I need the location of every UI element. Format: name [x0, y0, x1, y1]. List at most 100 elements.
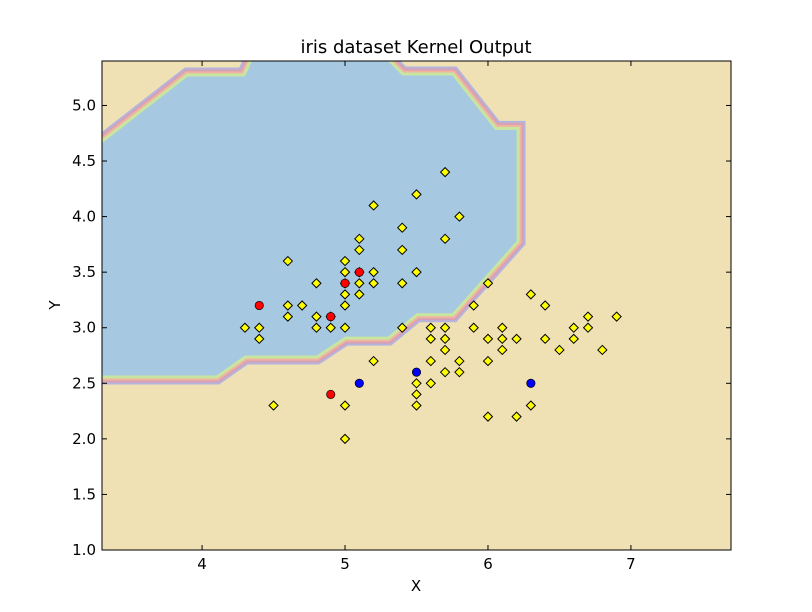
data-point-diamond — [339, 255, 351, 267]
data-point-circle — [526, 378, 536, 388]
data-point-diamond — [582, 322, 594, 333]
y-tick-label: 4.5 — [72, 152, 96, 170]
data-point-diamond — [254, 322, 265, 333]
data-point-diamond — [354, 289, 365, 300]
data-point-diamond — [411, 389, 422, 400]
data-point-diamond — [539, 333, 551, 345]
data-point-diamond — [439, 344, 451, 356]
data-point-diamond — [339, 400, 351, 411]
x-tick-label: 6 — [483, 555, 493, 573]
y-tick-label: 4.0 — [72, 208, 96, 226]
data-point-diamond — [439, 366, 451, 378]
data-point-diamond — [597, 344, 608, 356]
data-point-circle — [254, 300, 264, 311]
data-point-diamond — [454, 366, 465, 378]
data-point-diamond — [354, 233, 365, 245]
x-axis-label: X — [411, 577, 421, 595]
data-point-diamond — [425, 378, 437, 389]
data-point-diamond — [511, 333, 522, 345]
data-point-diamond — [425, 333, 437, 345]
data-point-diamond — [282, 311, 294, 322]
data-point-diamond — [454, 355, 465, 367]
chart-title: iris dataset Kernel Output — [300, 37, 531, 58]
data-point-diamond — [525, 289, 537, 300]
data-point-diamond — [311, 322, 322, 333]
data-point-diamond — [282, 300, 294, 311]
data-point-diamond — [325, 322, 336, 333]
data-point-diamond — [396, 222, 408, 233]
x-axis: 4 5 6 7 — [197, 61, 636, 573]
data-point-diamond — [425, 355, 437, 367]
data-point-diamond — [268, 400, 279, 411]
data-point-diamond — [482, 278, 494, 289]
data-point-diamond — [539, 300, 551, 311]
data-point-diamond — [468, 300, 479, 311]
data-point-diamond — [396, 322, 408, 333]
data-point-diamond — [497, 333, 508, 345]
data-point-diamond — [454, 211, 465, 222]
y-tick-label: 2.0 — [72, 430, 96, 448]
data-point-diamond — [311, 278, 322, 289]
data-points — [239, 166, 622, 445]
data-point-diamond — [368, 278, 379, 289]
data-point-diamond — [482, 333, 494, 345]
x-tick-label: 5 — [340, 555, 350, 573]
data-point-diamond — [482, 355, 494, 367]
data-point-diamond — [554, 344, 565, 356]
data-point-diamond — [439, 322, 451, 333]
data-point-diamond — [396, 278, 408, 289]
data-point-diamond — [368, 200, 379, 211]
data-point-diamond — [525, 400, 537, 411]
data-point-diamond — [354, 244, 365, 256]
x-tick-label: 4 — [197, 555, 207, 573]
decision-region — [102, 61, 526, 385]
data-point-diamond — [339, 300, 351, 311]
data-point-circle — [354, 378, 364, 388]
data-point-diamond — [368, 355, 379, 367]
data-point-diamond — [497, 322, 508, 333]
data-point-diamond — [511, 411, 522, 422]
data-point-diamond — [339, 322, 351, 333]
data-point-diamond — [296, 300, 308, 311]
data-point-diamond — [282, 255, 294, 267]
data-point-circle — [354, 267, 364, 277]
data-point-diamond — [411, 400, 422, 411]
data-point-diamond — [611, 311, 622, 322]
y-tick-label: 3.5 — [72, 263, 96, 281]
y-tick-label: 1.5 — [72, 485, 96, 503]
data-point-diamond — [339, 266, 351, 278]
data-point-diamond — [396, 244, 408, 256]
data-point-diamond — [339, 289, 351, 300]
data-point-diamond — [311, 311, 322, 322]
y-axis-label: Y — [46, 300, 64, 311]
y-tick-label: 3.0 — [72, 319, 96, 337]
data-point-diamond — [497, 344, 508, 356]
data-point-diamond — [411, 266, 422, 278]
data-point-diamond — [439, 333, 451, 345]
y-tick-label: 5.0 — [72, 96, 96, 114]
data-point-diamond — [482, 411, 494, 422]
data-point-diamond — [439, 233, 451, 245]
x-tick-label: 7 — [626, 555, 636, 573]
data-point-circle — [326, 389, 336, 399]
data-point-diamond — [439, 166, 451, 178]
data-point-diamond — [368, 266, 379, 278]
data-point-diamond — [468, 322, 479, 333]
y-axis: 1.0 1.5 2.0 2.5 3.0 3.5 4.0 4.5 5.0 — [72, 96, 731, 559]
data-point-diamond — [354, 278, 365, 289]
plot-frame — [101, 60, 732, 551]
data-point-diamond — [582, 311, 594, 322]
data-point-diamond — [568, 322, 579, 333]
data-point-circle — [411, 367, 422, 377]
data-point-diamond — [339, 433, 351, 445]
data-point-diamond — [411, 189, 422, 200]
data-point-diamond — [425, 322, 437, 333]
data-point-diamond — [239, 322, 251, 333]
data-point-diamond — [568, 333, 579, 345]
region-fill — [102, 61, 517, 376]
data-point-diamond — [254, 333, 265, 345]
data-point-circle — [340, 278, 350, 288]
data-point-circle — [326, 312, 336, 322]
y-tick-label: 1.0 — [72, 541, 96, 559]
